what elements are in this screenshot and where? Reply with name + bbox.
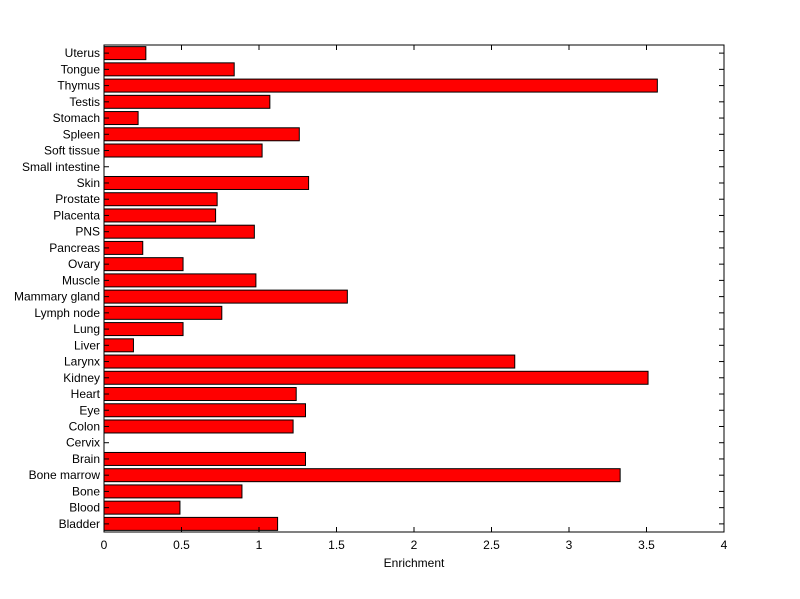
y-tick-label-stomach: Stomach <box>53 111 100 125</box>
y-tick-label-skin: Skin <box>77 176 100 190</box>
x-tick-label: 2 <box>411 538 418 552</box>
y-tick-label-bladder: Bladder <box>59 517 100 531</box>
y-tick-label-soft-tissue: Soft tissue <box>44 144 100 158</box>
bar-placenta <box>103 208 217 223</box>
bar-skin <box>103 175 310 190</box>
bar-tongue <box>103 62 235 77</box>
y-tick-label-larynx: Larynx <box>64 355 100 369</box>
y-tick-label-lymph-node: Lymph node <box>34 306 100 320</box>
y-tick-label-liver: Liver <box>74 338 100 352</box>
y-tick-label-colon: Colon <box>69 419 100 433</box>
y-tick-label-bone-marrow: Bone marrow <box>29 468 101 482</box>
y-tick-label-bone: Bone <box>72 484 100 498</box>
bar-pancreas <box>103 240 144 255</box>
x-tick-label: 0 <box>101 538 108 552</box>
y-tick-label-eye: Eye <box>79 403 100 417</box>
x-axis-label: Enrichment <box>384 556 445 570</box>
bars-group <box>103 46 658 531</box>
y-tick-label-ovary: Ovary <box>68 257 100 271</box>
y-tick-label-spleen: Spleen <box>63 127 100 141</box>
x-tick-label: 0.5 <box>173 538 190 552</box>
bar-lymph-node <box>103 305 223 320</box>
bar-soft-tissue <box>103 143 263 158</box>
bar-bone-marrow <box>103 468 621 483</box>
labels-group: Uterus Tongue Thymus Testis Stomach Spleen Sof… <box>14 46 728 552</box>
bar-brain <box>103 451 306 466</box>
y-tick-label-brain: Brain <box>72 452 100 466</box>
bar-lung <box>103 322 184 337</box>
y-tick-label-lung: Lung <box>73 322 100 336</box>
y-tick-label-pns: PNS <box>75 225 100 239</box>
x-tick-label: 4 <box>721 538 728 552</box>
bar-bone <box>103 484 243 499</box>
y-tick-label-kidney: Kidney <box>63 371 100 385</box>
bar-blood <box>103 500 181 515</box>
bar-prostate <box>103 192 218 207</box>
bar-larynx <box>103 354 516 369</box>
bar-uterus <box>103 46 147 61</box>
x-tick-label: 3.5 <box>638 538 655 552</box>
bar-pns <box>103 224 255 239</box>
y-tick-label-blood: Blood <box>69 501 100 515</box>
y-tick-label-uterus: Uterus <box>65 46 100 60</box>
bar-testis <box>103 94 271 109</box>
ticks-group <box>103 45 725 532</box>
bar-muscle <box>103 273 257 288</box>
bar-stomach <box>103 111 139 126</box>
bar-kidney <box>103 370 649 385</box>
y-tick-label-thymus: Thymus <box>57 79 100 93</box>
bar-ovary <box>103 257 184 272</box>
y-tick-label-heart: Heart <box>71 387 101 401</box>
y-tick-label-placenta: Placenta <box>53 208 100 222</box>
bar-mammary-gland <box>103 289 348 304</box>
bar-spleen <box>103 127 300 142</box>
y-tick-label-prostate: Prostate <box>55 192 100 206</box>
bar-heart <box>103 387 297 402</box>
x-tick-label: 2.5 <box>483 538 500 552</box>
y-tick-label-mammary-gland: Mammary gland <box>14 290 100 304</box>
bar-bladder <box>103 516 279 531</box>
y-tick-label-muscle: Muscle <box>62 273 100 287</box>
x-tick-label: 1 <box>256 538 263 552</box>
x-tick-label: 3 <box>566 538 573 552</box>
y-tick-label-small-intestine: Small intestine <box>22 160 100 174</box>
bar-thymus <box>103 78 658 93</box>
y-tick-label-tongue: Tongue <box>61 62 101 76</box>
bar-colon <box>103 419 294 434</box>
y-tick-label-pancreas: Pancreas <box>49 241 100 255</box>
bar-eye <box>103 403 306 418</box>
y-tick-label-testis: Testis <box>69 95 100 109</box>
x-tick-label: 1.5 <box>328 538 345 552</box>
y-tick-label-cervix: Cervix <box>66 436 100 450</box>
